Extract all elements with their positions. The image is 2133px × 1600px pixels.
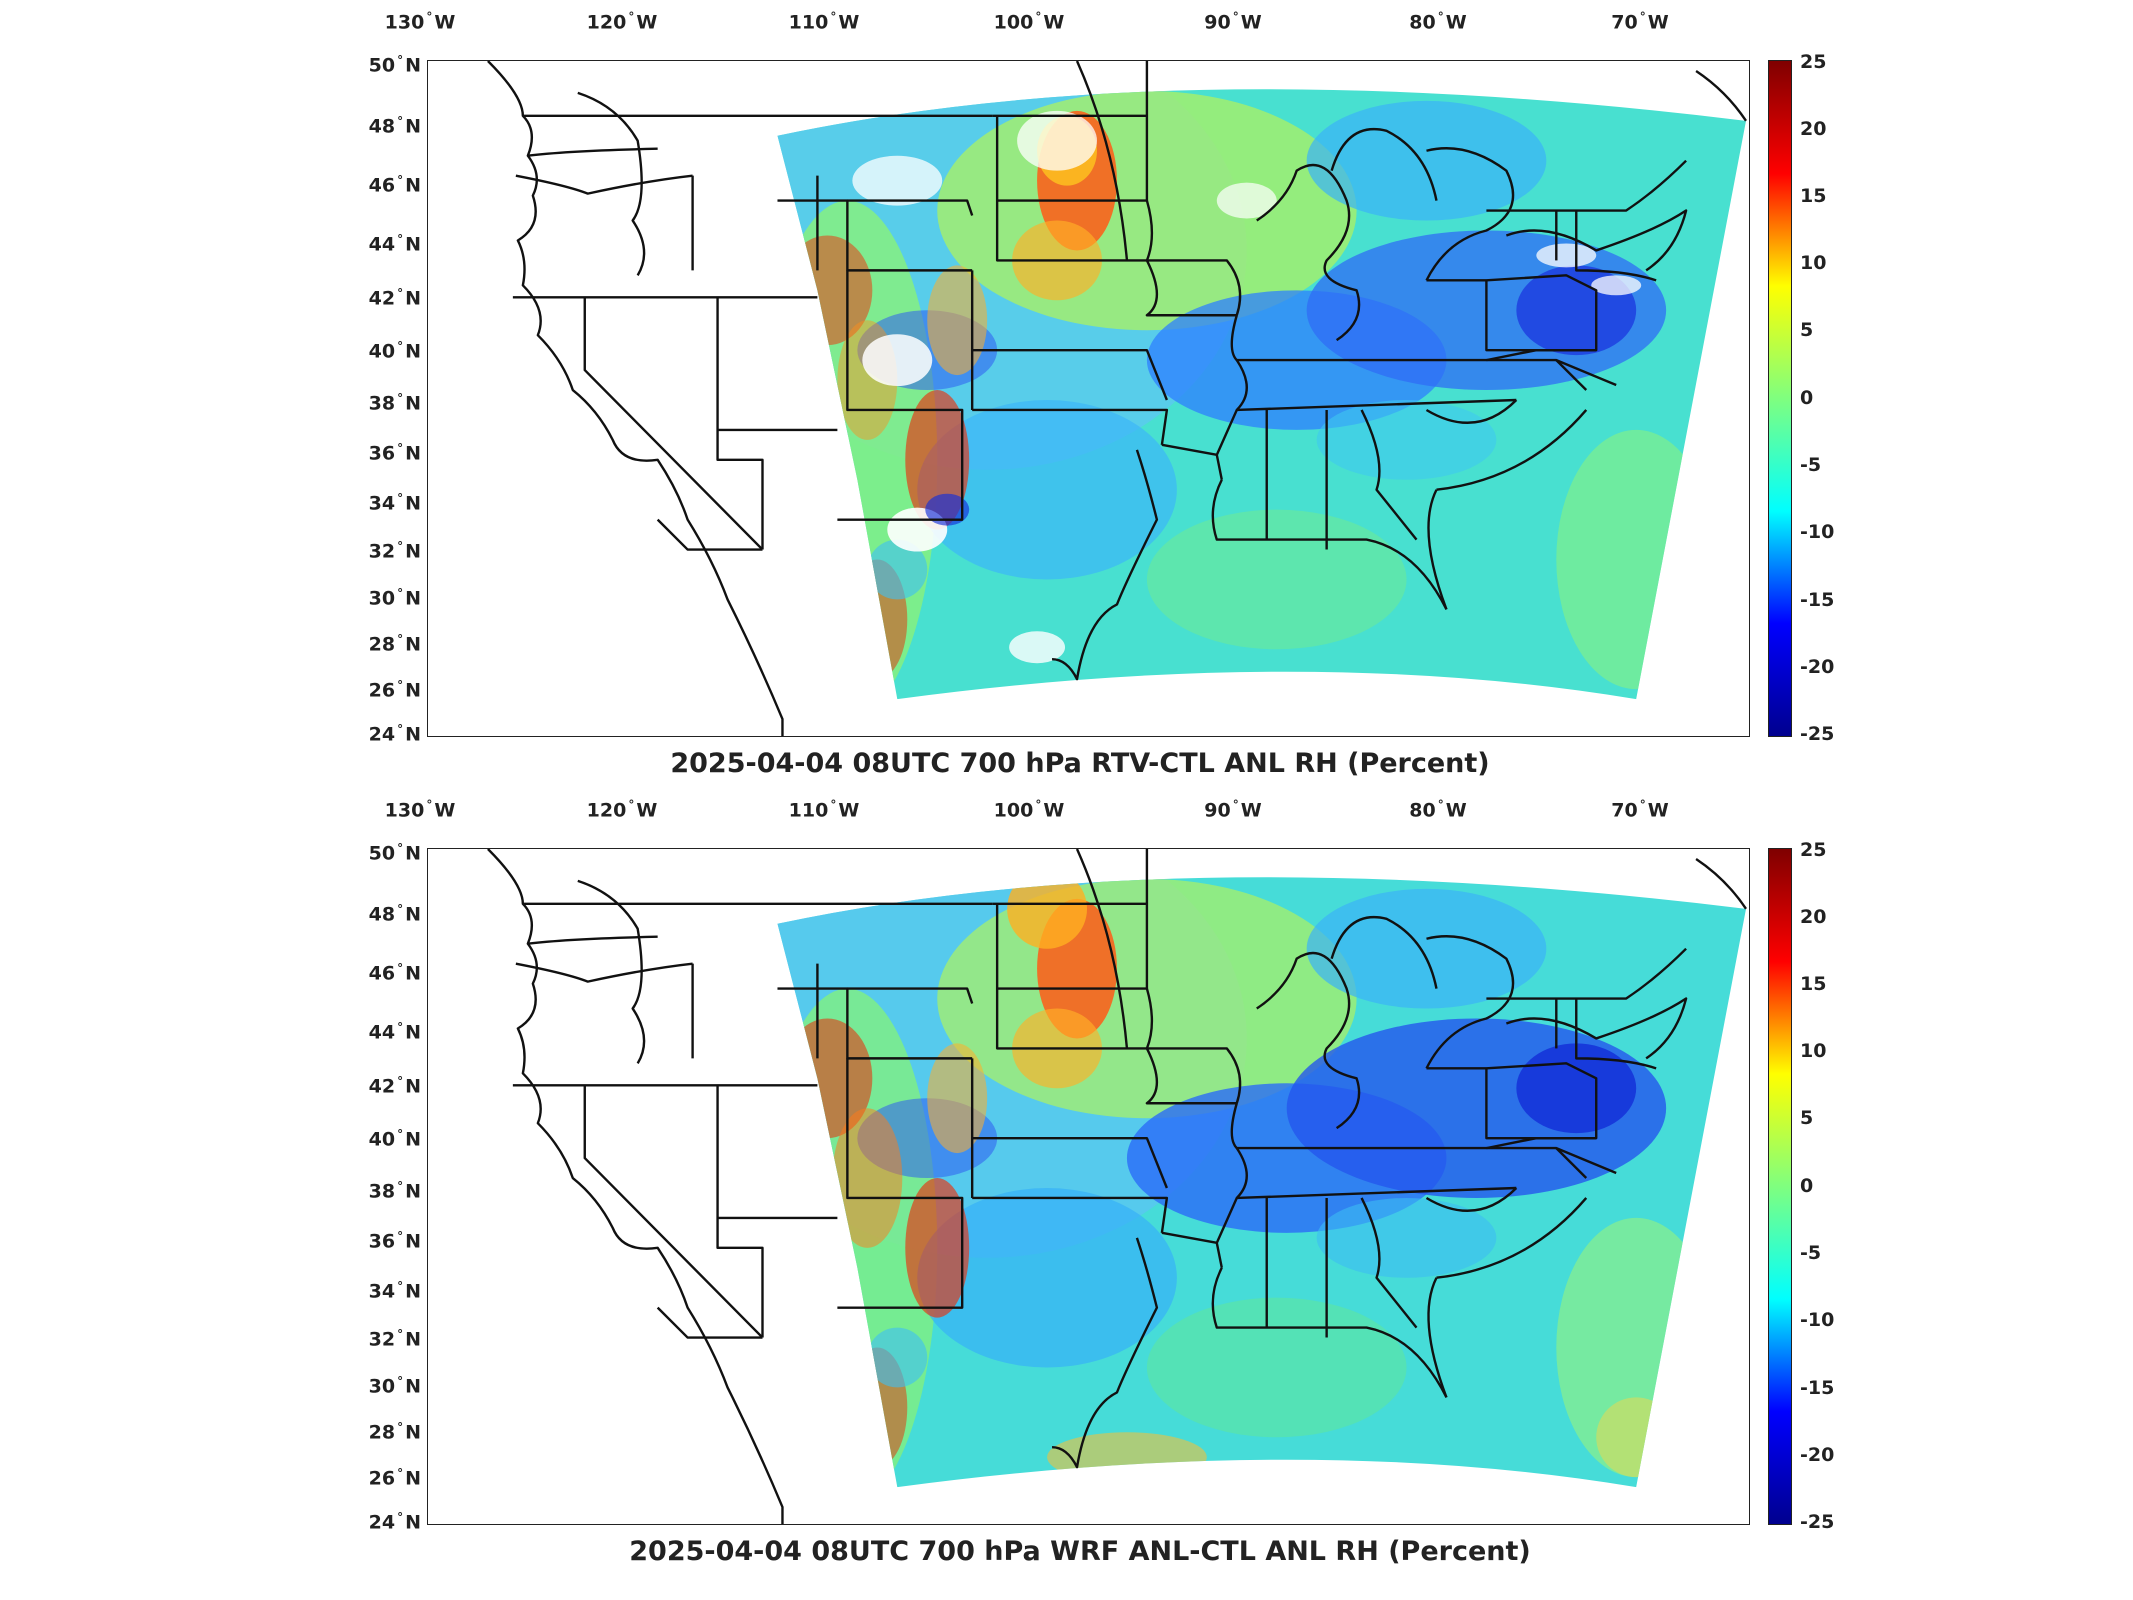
- lat-label: 50 ° N: [368, 53, 421, 77]
- colorbar-tick-label: 25: [1800, 51, 1827, 73]
- lat-label: 42 ° N: [368, 1074, 421, 1098]
- lon-label: 80 ° W: [1409, 798, 1467, 822]
- lon-label: 70 ° W: [1611, 798, 1669, 822]
- colorbar-tick-label: 0: [1800, 387, 1814, 409]
- map-plot: [487, 61, 1748, 736]
- map-frame: [427, 848, 1750, 1525]
- panel-title: 2025-04-04 08UTC 700 hPa RTV-CTL ANL RH …: [670, 748, 1490, 779]
- colorbar-tick-label: 5: [1800, 319, 1814, 341]
- map-plot: [487, 849, 1748, 1524]
- rh-difference-field: [777, 877, 1747, 1488]
- colorbar-tick-label: 25: [1800, 839, 1827, 861]
- colorbar-tick-label: 5: [1800, 1107, 1814, 1129]
- lon-label: 100 ° W: [993, 10, 1065, 34]
- map-frame: [427, 60, 1750, 737]
- lat-label: 26 ° N: [368, 1466, 421, 1490]
- lat-label: 28 ° N: [368, 632, 421, 656]
- lat-label: 34 ° N: [368, 491, 421, 515]
- lat-label: 48 ° N: [368, 114, 421, 138]
- lat-label: 30 ° N: [368, 586, 421, 610]
- lon-label: 90 ° W: [1204, 10, 1262, 34]
- colorbar-tick-label: -15: [1800, 1377, 1835, 1399]
- colorbar-tick-label: -15: [1800, 589, 1835, 611]
- colorbar: [1768, 848, 1792, 1525]
- colorbar-tick-label: -10: [1800, 521, 1835, 543]
- lat-label: 48 ° N: [368, 902, 421, 926]
- colorbar-tick-label: 10: [1800, 252, 1827, 274]
- lat-label: 28 ° N: [368, 1420, 421, 1444]
- colorbar-tick-label: -5: [1800, 454, 1822, 476]
- colorbar-tick-label: -25: [1800, 723, 1835, 745]
- colorbar-tick-label: 15: [1800, 973, 1827, 995]
- colorbar-tick-label: -20: [1800, 656, 1835, 678]
- lon-label: 110 ° W: [788, 798, 860, 822]
- panel-title: 2025-04-04 08UTC 700 hPa WRF ANL-CTL ANL…: [629, 1536, 1531, 1567]
- lon-label: 80 ° W: [1409, 10, 1467, 34]
- state-and-coastline-boundaries: [487, 849, 1748, 1524]
- lon-label: 70 ° W: [1611, 10, 1669, 34]
- lon-label: 100 ° W: [993, 798, 1065, 822]
- colorbar-tick-label: 10: [1800, 1040, 1827, 1062]
- colorbar-tick-label: -10: [1800, 1309, 1835, 1331]
- colorbar-tick-label: 20: [1800, 118, 1827, 140]
- lat-label: 50 ° N: [368, 841, 421, 865]
- lat-label: 42 ° N: [368, 286, 421, 310]
- lat-label: 36 ° N: [368, 1229, 421, 1253]
- colorbar: [1768, 60, 1792, 737]
- lat-label: 36 ° N: [368, 441, 421, 465]
- lat-label: 38 ° N: [368, 1179, 421, 1203]
- lat-label: 38 ° N: [368, 391, 421, 415]
- lat-label: 40 ° N: [368, 339, 421, 363]
- lat-label: 44 ° N: [368, 1020, 421, 1044]
- lat-label: 44 ° N: [368, 232, 421, 256]
- lat-label: 30 ° N: [368, 1374, 421, 1398]
- lon-label: 120 ° W: [586, 10, 658, 34]
- lat-label: 26 ° N: [368, 678, 421, 702]
- lon-label: 120 ° W: [586, 798, 658, 822]
- lat-label: 40 ° N: [368, 1127, 421, 1151]
- lon-label: 90 ° W: [1204, 798, 1262, 822]
- lat-label: 24 ° N: [368, 722, 421, 746]
- rh-difference-field: [777, 89, 1747, 700]
- colorbar-tick-label: -5: [1800, 1242, 1822, 1264]
- colorbar-tick-label: 0: [1800, 1175, 1814, 1197]
- colorbar-tick-label: 20: [1800, 906, 1827, 928]
- colorbar-tick-label: -20: [1800, 1444, 1835, 1466]
- lat-label: 46 ° N: [368, 173, 421, 197]
- lat-label: 32 ° N: [368, 1327, 421, 1351]
- lat-label: 46 ° N: [368, 961, 421, 985]
- lon-label: 110 ° W: [788, 10, 860, 34]
- colorbar-tick-label: 15: [1800, 185, 1827, 207]
- state-and-coastline-boundaries: [487, 61, 1748, 736]
- lon-label: 130 ° W: [384, 10, 456, 34]
- lon-label: 130 ° W: [384, 798, 456, 822]
- lat-label: 24 ° N: [368, 1510, 421, 1534]
- colorbar-tick-label: -25: [1800, 1511, 1835, 1533]
- lat-label: 34 ° N: [368, 1279, 421, 1303]
- lat-label: 32 ° N: [368, 539, 421, 563]
